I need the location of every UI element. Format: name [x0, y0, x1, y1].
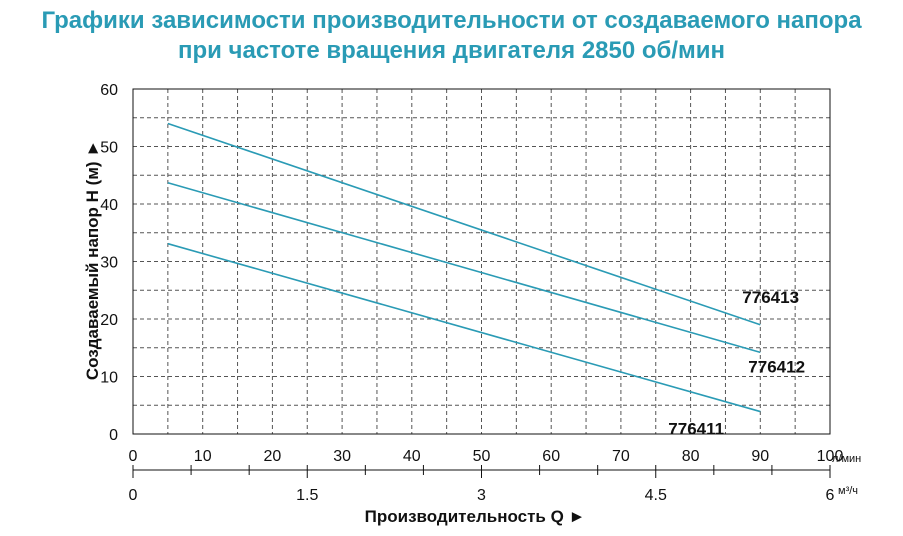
- x-tick-label: 40: [403, 448, 421, 465]
- x-tick-label: 90: [751, 448, 769, 465]
- x-tick-label: 30: [333, 448, 351, 465]
- series-line-776413: [167, 122, 761, 326]
- x-tick-label: 60: [542, 448, 560, 465]
- series-label-776411: 776411: [668, 420, 724, 439]
- y-tick-label: 10: [100, 370, 118, 387]
- series-label-776413: 776413: [742, 288, 799, 307]
- x-axis-unit-secondary: м³/ч: [838, 485, 858, 497]
- x-axis-unit-primary: л/мин: [832, 453, 861, 465]
- x-axis-primary: 0 10 20 30 40 50 60 70 80 90 100: [129, 448, 844, 465]
- y-axis: 0 10 20 30 40 50 60: [100, 82, 118, 444]
- grid: [133, 89, 830, 434]
- plot-frame: [132, 88, 831, 435]
- x2-tick-label: 1.5: [296, 487, 318, 504]
- x-axis-title: Производительность Q ►: [365, 507, 586, 526]
- x-tick-label: 20: [264, 448, 282, 465]
- y-tick-label: 40: [100, 197, 118, 214]
- chart-title-line-1: Графики зависимости производительности о…: [41, 7, 862, 34]
- x2-tick-label: 3: [477, 487, 486, 504]
- y-axis-title: Создаваемый напор Н (м) ►: [83, 140, 102, 380]
- x-tick-label: 70: [612, 448, 630, 465]
- y-tick-label: 20: [100, 312, 118, 329]
- y-tick-label: 50: [100, 140, 118, 157]
- y-tick-label: 0: [109, 427, 118, 444]
- x2-tick-label: 4.5: [645, 487, 667, 504]
- series-line-776412: [167, 181, 761, 354]
- x-axis-secondary: 0 1.5 3 4.5 6: [129, 465, 835, 504]
- chart-title-line-2: при частоте вращения двигателя 2850 об/м…: [177, 37, 726, 64]
- x-tick-label: 50: [473, 448, 491, 465]
- series-line-776411: [167, 242, 761, 413]
- x2-tick-label: 0: [129, 487, 138, 504]
- x-tick-label: 100: [817, 448, 844, 465]
- x2-tick-label: 6: [826, 487, 835, 504]
- y-tick-label: 30: [100, 255, 118, 272]
- series-labels: 776413 776412 776411: [668, 288, 805, 439]
- x-tick-label: 80: [682, 448, 700, 465]
- series-label-776412: 776412: [748, 357, 805, 376]
- x-tick-label: 10: [194, 448, 212, 465]
- y-tick-label: 60: [100, 82, 118, 99]
- x-tick-label: 0: [129, 448, 138, 465]
- series-group: [167, 122, 761, 413]
